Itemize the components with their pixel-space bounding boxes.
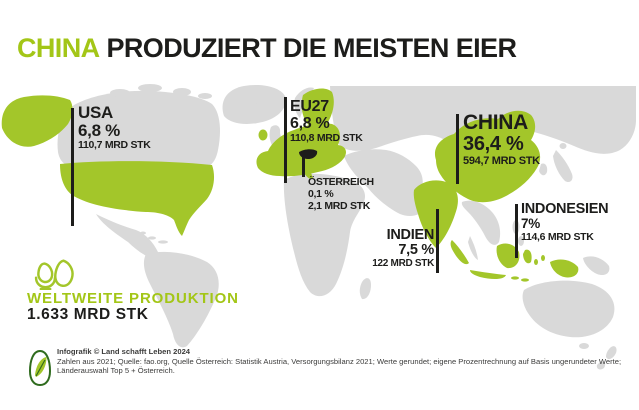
country-percent: 6,8 % [78,120,120,140]
page-title: CHINA PRODUZIERT DIE MEISTEN EIER [17,33,517,64]
map-caribbean-islands [140,231,168,244]
map-region-tasmania [579,343,589,349]
map-gray-landmasses [57,84,636,370]
austria-callout-line [302,157,305,177]
map-region-africa [283,173,366,297]
country-percent: 7% [521,216,540,232]
country-amount: 2,1 MRD STK [308,200,371,213]
country-amount: 122 MRD STK [372,258,434,270]
map-region-eu-mainland [256,123,346,177]
footer-source-line: Zahlen aus 2021; Quelle: fao.org, Quelle… [57,356,622,366]
country-percent: 36,4 % [463,132,524,155]
map-region-austria-marker [299,149,318,159]
map-region-new-zealand [596,346,617,370]
map-region-papua-new-guinea [583,256,610,276]
egg-in-cup-icon [34,259,74,290]
title-highlight: CHINA [17,33,100,63]
label-indonesien: INDONESIEN 7% 114,6 MRD STK [521,201,609,244]
map-region-malay-peninsula [468,236,478,260]
map-region-china [434,110,541,203]
map-green-countries [1,88,579,282]
map-region-ireland [258,129,268,141]
world-production-value: 1.633 MRD STK [27,306,149,323]
indonesien-callout-line [515,204,518,258]
map-region-india [413,180,458,248]
map-region-korea [539,163,548,176]
footer-credits: Infografik © Land schafft Leben 2024 Zah… [57,347,621,376]
country-name: EU27 [290,98,329,115]
china-callout-line [456,114,459,184]
map-arctic-islands [110,84,212,99]
title-rest: PRODUZIERT DIE MEISTEN EIER [106,33,517,63]
map-region-southeast-asia [461,200,501,245]
country-name: ÖSTERREICH [308,176,374,188]
country-name: INDONESIEN [521,201,609,217]
map-region-australia [522,280,615,338]
footer-selection-line: Länderauswahl Top 5 + Österreich. [57,366,175,376]
map-region-middle-east [344,149,429,216]
country-name: INDIEN [386,227,435,243]
country-percent: 0,1 % [308,188,334,201]
country-amount: 110,8 MRD STK [290,132,363,145]
land-schafft-leben-logo [28,349,52,387]
country-percent: 7,5 % [398,242,434,259]
label-usa: USA 6,8 % 110,7 MRD STK [78,104,151,151]
label-eu27: EU27 6,8 % 110,8 MRD STK [290,98,363,145]
map-region-alaska [1,95,73,147]
usa-callout-line [71,108,74,226]
country-name: CHINA [463,111,528,134]
map-region-iceland [252,103,266,111]
label-austria: ÖSTERREICH 0,1 % 2,1 MRD STK [308,176,374,212]
world-production-label: WELTWEITE PRODUKTION [27,290,239,307]
map-region-madagascar [359,278,371,300]
country-name: USA [78,103,113,122]
map-region-south-america [143,251,219,348]
map-region-hokkaido [559,143,567,149]
map-region-canada [57,90,221,167]
label-indien: INDIEN 7,5 % 122 MRD STK [350,227,435,270]
footer-credit-line: Infografik © Land schafft Leben 2024 [57,347,191,356]
map-region-japan [553,150,573,183]
map-region-usa [60,161,215,236]
map-region-mexico [96,214,170,262]
map-region-scandinavia-eu [301,88,334,128]
eu27-callout-line [284,97,287,183]
indien-callout-line [436,209,439,273]
map-region-indonesia [450,240,579,282]
country-amount: 594,7 MRD STK [463,154,540,167]
country-amount: 110,7 MRD STK [78,139,151,152]
label-china: CHINA 36,4 % 594,7 MRD STK [463,112,540,167]
country-percent: 6,8 % [290,114,330,132]
country-amount: 114,6 MRD STK [521,231,594,244]
